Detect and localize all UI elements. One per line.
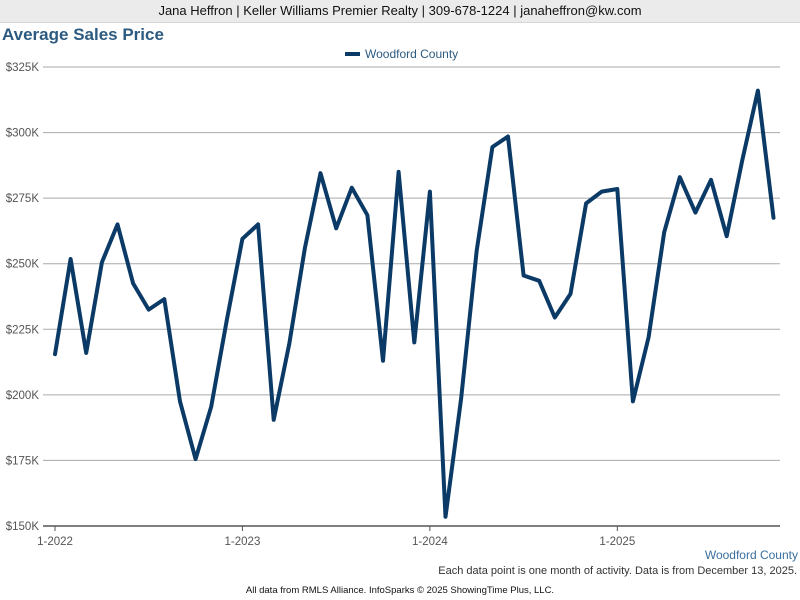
series-end-label-layer: Woodford County bbox=[705, 548, 798, 562]
contact-header: Jana Heffron | Keller Williams Premier R… bbox=[0, 0, 800, 23]
y-tick-label: $150K bbox=[6, 521, 40, 533]
y-tick-label: $275K bbox=[6, 193, 40, 205]
grid bbox=[43, 66, 780, 527]
x-axis-ticks: 1-2022 1-2023 1-2024 1-2025 bbox=[37, 526, 635, 548]
series-layer bbox=[53, 88, 776, 519]
y-tick-label: $250K bbox=[6, 259, 40, 271]
y-tick-label: $325K bbox=[6, 62, 40, 74]
series-line-woodford-county bbox=[53, 88, 776, 519]
y-axis-ticks: $150K $175K $200K $225K $250K $275K $300K $325K bbox=[6, 62, 40, 533]
y-tick-label: $175K bbox=[6, 455, 40, 467]
series-end-label: Woodford County bbox=[705, 548, 798, 562]
y-tick-label: $225K bbox=[6, 324, 40, 336]
data-note: Each data point is one month of activity… bbox=[438, 565, 797, 577]
y-tick-label: $200K bbox=[6, 390, 40, 402]
chart-title: Average Sales Price bbox=[2, 25, 164, 44]
x-tick-label: 1-2024 bbox=[412, 536, 448, 548]
x-tick-label: 1-2023 bbox=[225, 536, 261, 548]
y-tick-label: $300K bbox=[6, 128, 40, 140]
x-tick-label: 1-2025 bbox=[599, 536, 635, 548]
x-tick-label: 1-2022 bbox=[37, 536, 73, 548]
data-credit: All data from RMLS Alliance. InfoSparks … bbox=[245, 585, 555, 596]
legend-label: Woodford County bbox=[365, 47, 458, 61]
legend: Woodford County bbox=[345, 47, 458, 61]
